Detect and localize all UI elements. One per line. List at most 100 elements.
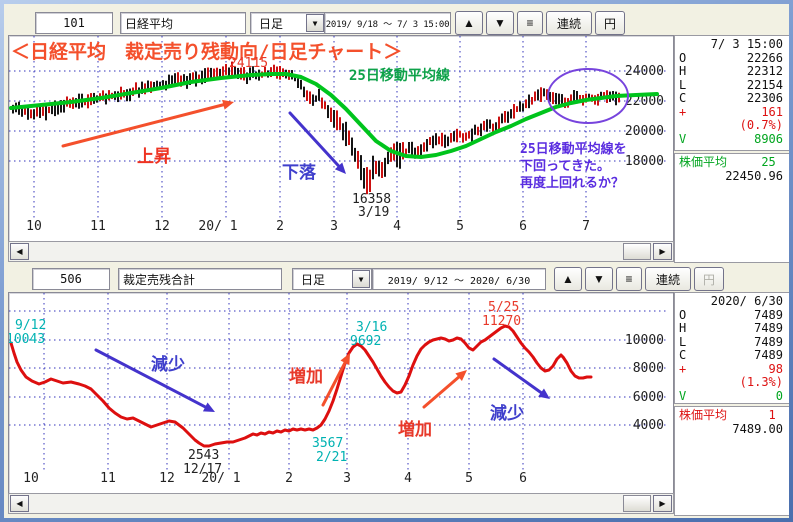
hscrollbar-top[interactable]: ◀ ▶ (8, 241, 674, 262)
chart-annotation: 下落 (282, 163, 317, 183)
quote-c-row: C 22306 (679, 91, 783, 105)
chart-annotation: 16358 (352, 192, 391, 207)
y-tick-label: 18000 (625, 154, 664, 169)
arrowhead-icon (340, 353, 350, 366)
quote-panel-top: 7/ 3 15:00 O 22266 H 22312 L 22154 C 22306 +161 (0… (674, 35, 789, 151)
chart-arbitrage[interactable] (8, 292, 674, 494)
down-button-bottom[interactable]: ▼ (585, 267, 613, 291)
quote-datetime: 7/ 3 15:00 (710, 37, 783, 51)
quote-h-row: H 7489 (679, 321, 783, 335)
arbitrage-line-chart: 10 11 12 20/ 1 2 3 4 5 6 10000 8000 6000 4000 9/12100… (9, 293, 667, 486)
x-tick-label: 20/ 1 (201, 471, 240, 486)
highlight-ellipse (547, 68, 629, 124)
x-tick-label: 11 (90, 219, 106, 234)
x-tick-label: 2 (285, 471, 293, 486)
down-button-top[interactable]: ▼ (486, 11, 514, 35)
ma25-line (9, 72, 659, 159)
quote-change-pct-row: (0.7%) (739, 118, 783, 132)
menu-button-bottom[interactable]: ≡ (616, 267, 642, 291)
chart-annotation: 9/12 (15, 318, 46, 333)
scroll-thumb-bottom[interactable] (623, 495, 651, 512)
average-label-row: 株価平均 25 (679, 155, 783, 169)
annotation-arrow (321, 361, 347, 407)
x-tick-label: 6 (519, 219, 527, 234)
y-tick-label: 4000 (633, 418, 664, 433)
y-tick-label: 8000 (633, 361, 664, 376)
average-value-row: 7489.00 (732, 421, 783, 436)
code-input-bottom[interactable]: 506 (32, 268, 110, 290)
period-value: 日足 (259, 16, 284, 31)
window-content: 101 日経平均 日足 ▼ 2019/ 9/18 ～ 7/ 3 15:00 ▲ … (4, 4, 789, 518)
x-tick-label: 3 (343, 471, 351, 486)
y-tick-label: 6000 (633, 390, 664, 405)
nikkei-candlestick-chart: 10 11 12 20/ 1 2 3 4 5 6 7 24000 22000 20000 18000 ＜日経… (9, 36, 667, 234)
annotation-arrow (288, 111, 341, 168)
up-button-bottom[interactable]: ▲ (554, 267, 582, 291)
scroll-right-icon[interactable]: ▶ (653, 243, 672, 260)
period-dropdown-bottom[interactable]: 日足 ▼ (292, 268, 372, 290)
continuous-button-top[interactable]: 連続 (546, 11, 592, 35)
scroll-thumb-top[interactable] (623, 243, 651, 260)
x-tick-label: 10 (23, 471, 39, 486)
x-tick-label: 11 (100, 471, 116, 486)
chart-annotation: 2543 (188, 448, 219, 463)
x-tick-label: 7 (582, 219, 590, 234)
arrowhead-icon (222, 99, 234, 110)
y-tick-label: 20000 (625, 124, 664, 139)
code-input-top[interactable]: 101 (35, 12, 113, 34)
chart-annotation: 再度上回れるか？ (520, 175, 624, 191)
arrowhead-icon (455, 370, 467, 381)
scroll-left-icon[interactable]: ◀ (10, 495, 29, 512)
symbol-name-field-top[interactable]: 日経平均 (120, 12, 246, 34)
continuous-button-bottom[interactable]: 連続 (645, 267, 691, 291)
x-tick-label: 12 (154, 219, 170, 234)
chevron-down-icon[interactable]: ▼ (306, 14, 324, 32)
annotation-arrow (492, 357, 543, 395)
quote-c-row: C 7489 (679, 348, 783, 362)
quote-change-row: +98 (679, 361, 783, 376)
chart-annotation: 上昇 (137, 147, 171, 167)
yen-button-top[interactable]: 円 (595, 11, 625, 35)
arrowhead-icon (538, 388, 550, 399)
period-value: 日足 (301, 272, 326, 287)
chart-annotation: 12/17 (183, 462, 222, 477)
scroll-right-icon[interactable]: ▶ (653, 495, 672, 512)
date-range-field-bottom: 2019/ 9/12 ～ 2020/ 6/30 (372, 268, 546, 290)
annotation-arrow (61, 103, 225, 148)
period-dropdown-top[interactable]: 日足 ▼ (250, 12, 326, 34)
average-value-row: 22450.96 (725, 168, 783, 183)
x-tick-label: 6 (519, 471, 527, 486)
annotation-arrow (94, 348, 207, 409)
x-tick-label: 20/ 1 (198, 219, 237, 234)
chart-annotation: 24115 (229, 56, 268, 71)
x-tick-label: 4 (404, 471, 412, 486)
yen-button-bottom: 円 (694, 267, 724, 291)
date-range-field-top: 2019/ 9/18 ～ 7/ 3 15:00 (324, 12, 451, 34)
chart-annotation: 増加 (289, 366, 323, 387)
x-tick-label: 2 (276, 219, 284, 234)
series-line (9, 324, 593, 448)
y-tick-label: 22000 (625, 94, 664, 109)
quote-l-row: L 7489 (679, 334, 783, 349)
average-label-row: 株価平均 1 (679, 408, 783, 422)
annotation-arrow (422, 375, 461, 409)
average-panel-top: 株価平均 25 22450.96 (674, 153, 789, 263)
chart-annotation: 増加 (398, 419, 432, 440)
scroll-left-icon[interactable]: ◀ (10, 243, 29, 260)
chart-annotation: 10043 (9, 332, 45, 347)
menu-button-top[interactable]: ≡ (517, 11, 543, 35)
chart-annotation: ＜日経平均 裁定売り残動向/日足チャート＞ (11, 40, 402, 63)
chart-annotation: 3/19 (358, 205, 389, 220)
chart-annotation: 減少 (151, 354, 185, 375)
quote-datetime: 2020/ 6/30 (710, 294, 783, 308)
quote-change-pct-row: (1.3%) (739, 375, 783, 389)
chevron-down-icon[interactable]: ▼ (352, 270, 370, 288)
chart-annotation: 減少 (490, 403, 524, 424)
up-button-top[interactable]: ▲ (455, 11, 483, 35)
x-tick-label: 10 (26, 219, 42, 234)
hscrollbar-bottom[interactable]: ◀ ▶ (8, 493, 674, 514)
symbol-name-field-bottom[interactable]: 裁定売残合計 (118, 268, 282, 290)
x-tick-label: 5 (456, 219, 464, 234)
y-tick-label: 10000 (625, 333, 664, 348)
